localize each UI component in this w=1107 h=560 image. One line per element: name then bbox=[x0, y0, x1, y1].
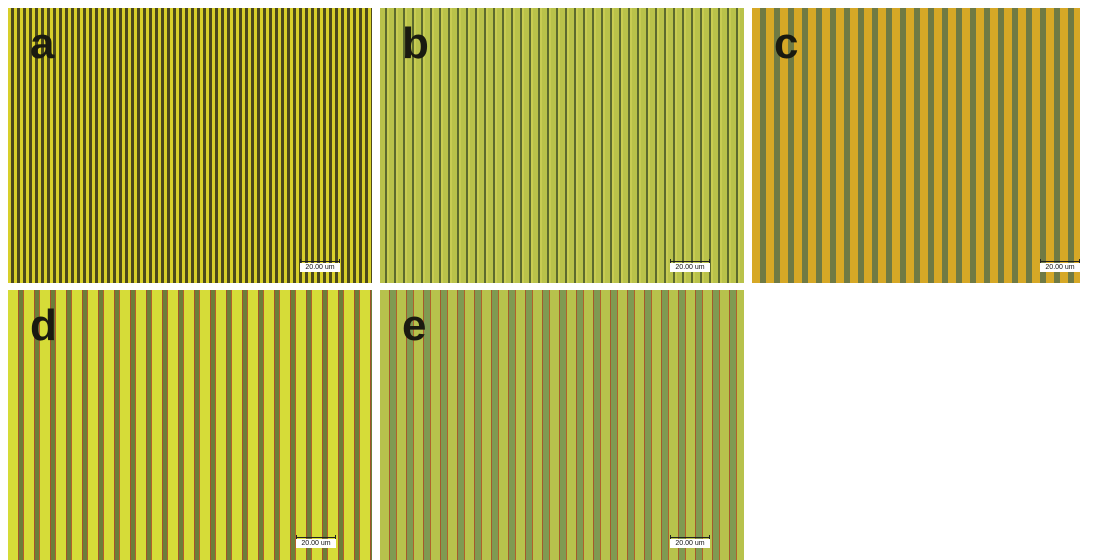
scale-bar: 20.00 um bbox=[670, 534, 710, 550]
panel-label: e bbox=[402, 304, 426, 348]
micrograph-panel: e 20.00 um bbox=[380, 290, 744, 560]
scale-text: 20.00 um bbox=[300, 263, 340, 272]
panel-label: d bbox=[30, 304, 57, 348]
figure: a 20.00 um b 20.00 um c 20.00 um d 20.00… bbox=[0, 0, 1107, 560]
scale-bar: 20.00 um bbox=[670, 258, 710, 274]
micrograph-panel: b 20.00 um bbox=[380, 8, 744, 283]
scale-text: 20.00 um bbox=[670, 539, 710, 548]
scale-bar: 20.00 um bbox=[296, 534, 336, 550]
panel-label: a bbox=[30, 22, 54, 66]
micrograph-panel: a 20.00 um bbox=[8, 8, 372, 283]
scale-text: 20.00 um bbox=[670, 263, 710, 272]
scale-text: 20.00 um bbox=[1040, 263, 1080, 272]
panel-label: b bbox=[402, 22, 429, 66]
scale-text: 20.00 um bbox=[296, 539, 336, 548]
micrograph-panel: d 20.00 um bbox=[8, 290, 372, 560]
micrograph-panel: c 20.00 um bbox=[752, 8, 1080, 283]
scale-bar: 20.00 um bbox=[300, 258, 340, 274]
panel-label: c bbox=[774, 22, 798, 66]
scale-bar: 20.00 um bbox=[1040, 258, 1080, 274]
